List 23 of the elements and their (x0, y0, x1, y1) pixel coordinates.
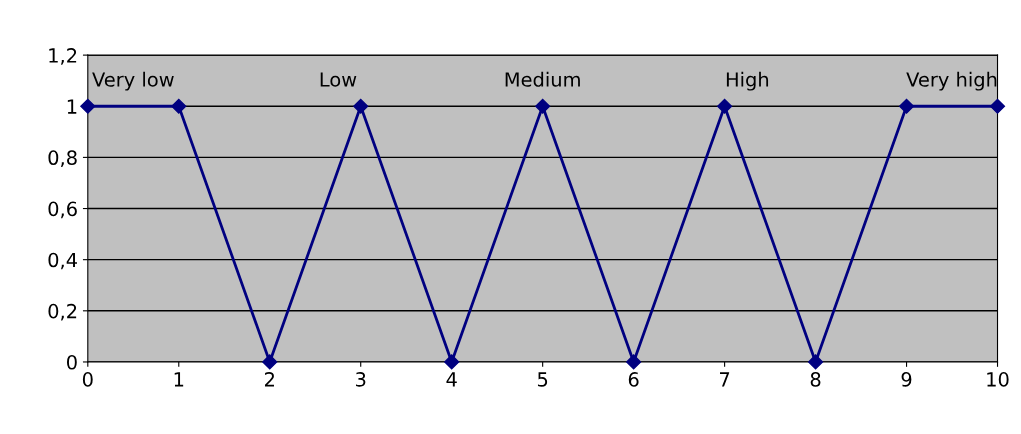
y-tick-label: 0,2 (48, 303, 77, 321)
annotation: Very high (906, 71, 997, 91)
x-tick-label: 4 (446, 372, 457, 387)
x-tick-label: 5 (537, 372, 548, 387)
x-tick-label: 7 (720, 372, 730, 387)
y-tick-label: 0 (66, 354, 77, 370)
annotation: Very low (92, 71, 174, 91)
x-tick-label: 6 (628, 372, 639, 387)
y-tick-label: 0,6 (48, 201, 77, 219)
annotation: Low (320, 72, 357, 87)
y-tick-label: 0,8 (48, 150, 77, 168)
x-tick-label: 1 (174, 372, 184, 387)
x-tick-label: 10 (987, 372, 1009, 387)
x-tick-label: 9 (901, 372, 912, 387)
y-tick-label: 1,2 (49, 48, 77, 65)
y-tick-label: 1 (67, 99, 77, 114)
x-tick-label: 0 (82, 372, 93, 387)
y-tick-label: 0,4 (48, 252, 77, 270)
annotation: Medium (505, 71, 580, 87)
x-tick-label: 3 (356, 372, 366, 387)
x-tick-label: 8 (810, 372, 821, 387)
annotation: High (726, 71, 769, 91)
x-tick-label: 2 (264, 372, 274, 387)
